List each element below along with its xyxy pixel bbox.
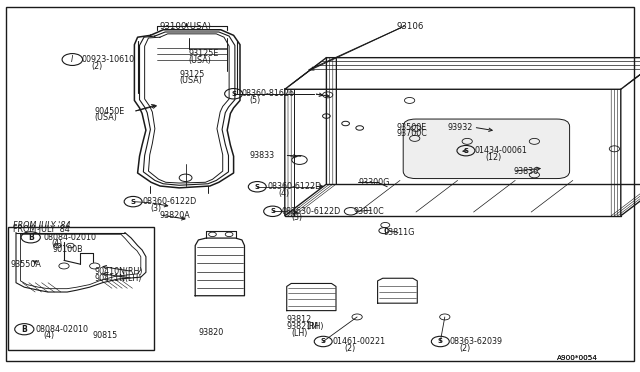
Text: (12): (12)	[485, 153, 501, 162]
Text: 90410N(RH): 90410N(RH)	[95, 267, 143, 276]
Text: 93810C: 93810C	[353, 207, 384, 216]
Text: 93700C: 93700C	[397, 129, 428, 138]
Text: (5): (5)	[250, 96, 261, 105]
Text: A900*0054: A900*0054	[557, 355, 598, 361]
Text: S: S	[231, 91, 236, 97]
Text: 93125: 93125	[179, 70, 205, 79]
Text: S: S	[255, 184, 260, 190]
Text: S: S	[438, 339, 443, 344]
Text: S: S	[463, 148, 468, 154]
Text: S: S	[131, 199, 136, 205]
Text: (2): (2)	[460, 344, 471, 353]
Text: 93550A: 93550A	[10, 260, 41, 269]
Text: 93811G: 93811G	[384, 228, 415, 237]
Text: S: S	[321, 339, 326, 344]
Text: 93300G: 93300G	[358, 178, 390, 187]
Text: 90411N(LH): 90411N(LH)	[95, 274, 142, 283]
Text: 01461-00221: 01461-00221	[333, 337, 386, 346]
Text: 08084-02010: 08084-02010	[44, 233, 97, 242]
Text: (USA): (USA)	[179, 76, 202, 85]
Text: I: I	[71, 55, 74, 64]
Text: 90815: 90815	[93, 331, 118, 340]
Text: (3): (3)	[291, 214, 302, 222]
Text: 08084-02010: 08084-02010	[35, 325, 88, 334]
Text: (4): (4)	[51, 239, 62, 248]
Text: 00923-10610: 00923-10610	[82, 55, 135, 64]
Text: 93100(USA): 93100(USA)	[159, 22, 212, 31]
Text: (4): (4)	[44, 331, 54, 340]
Text: 083630-6122D: 083630-6122D	[282, 207, 341, 216]
Text: 08360-6122D: 08360-6122D	[268, 182, 322, 191]
Text: 93820A: 93820A	[160, 211, 191, 219]
Text: 90100B: 90100B	[52, 246, 83, 254]
FancyBboxPatch shape	[403, 119, 570, 179]
Text: B: B	[22, 325, 27, 334]
Text: A900*0054: A900*0054	[557, 355, 598, 361]
Text: (USA): (USA)	[95, 113, 118, 122]
Text: (2): (2)	[344, 344, 356, 353]
Text: 93125E: 93125E	[189, 49, 219, 58]
Text: S: S	[270, 208, 275, 214]
Text: 93932: 93932	[448, 123, 474, 132]
Text: (USA): (USA)	[189, 56, 212, 65]
Text: (LH): (LH)	[291, 329, 308, 338]
Bar	[8, 227, 154, 350]
Text: B: B	[28, 233, 33, 242]
Text: 01434-00061: 01434-00061	[475, 146, 528, 155]
Text: 93821M: 93821M	[287, 322, 319, 331]
Text: 93812: 93812	[287, 315, 312, 324]
Text: (RH): (RH)	[306, 322, 323, 331]
Text: FROM JULY '84: FROM JULY '84	[13, 225, 70, 234]
Text: (4): (4)	[278, 189, 289, 198]
Text: (2): (2)	[91, 62, 102, 71]
Text: 08363-62039: 08363-62039	[449, 337, 502, 346]
Text: (3): (3)	[150, 204, 161, 213]
Text: 08360-6122D: 08360-6122D	[142, 197, 196, 206]
Text: 93820: 93820	[198, 328, 223, 337]
Text: 93106: 93106	[397, 22, 424, 31]
Text: 93500E: 93500E	[397, 123, 427, 132]
Text: 08360-81626: 08360-81626	[242, 89, 295, 98]
Text: 90450E: 90450E	[95, 107, 125, 116]
Text: FROM JULY '84: FROM JULY '84	[13, 221, 70, 230]
Text: 93836: 93836	[513, 167, 538, 176]
Text: 93833: 93833	[250, 151, 275, 160]
